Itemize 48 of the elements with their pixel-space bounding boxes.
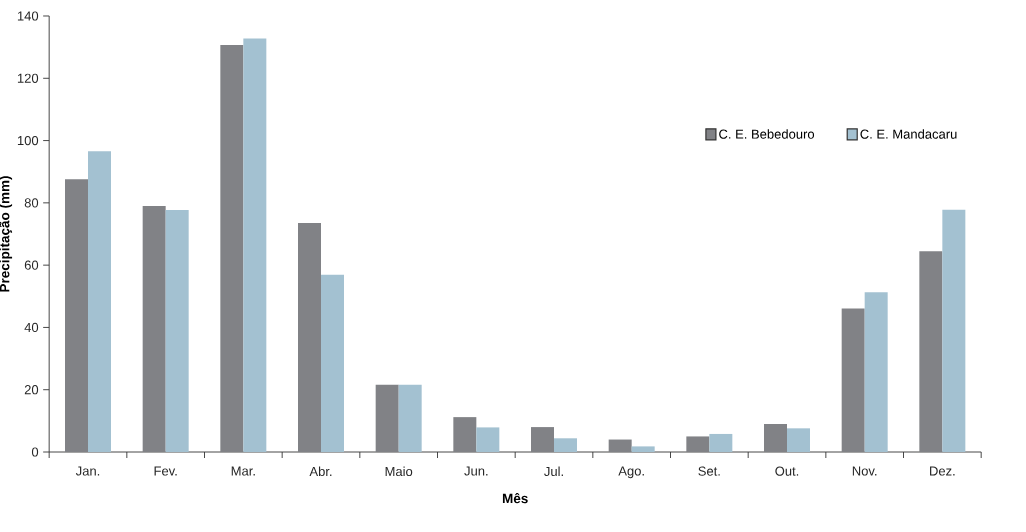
x-tick-label: Jun. bbox=[464, 466, 488, 476]
y-axis-title: Precipitação (mm) bbox=[0, 176, 13, 292]
y-tick-label: 80 bbox=[24, 198, 39, 208]
x-tick-label: Abr. bbox=[309, 466, 332, 477]
bar bbox=[65, 179, 88, 452]
x-tick-label: Jul. bbox=[544, 466, 563, 477]
y-tick-label: 140 bbox=[17, 11, 39, 21]
x-tick-label: Dez. bbox=[930, 466, 955, 476]
x-tick-label: Fev. bbox=[154, 466, 177, 476]
bar bbox=[220, 44, 244, 452]
bar bbox=[787, 428, 811, 452]
x-tick-label: Set. bbox=[698, 466, 720, 476]
x-axis-title: Mês bbox=[502, 493, 528, 504]
bar bbox=[298, 223, 321, 452]
bar bbox=[841, 308, 865, 452]
bar bbox=[453, 417, 477, 452]
bar bbox=[764, 423, 788, 452]
bar bbox=[608, 439, 632, 452]
x-tick-label: Jan. bbox=[75, 466, 100, 476]
x-tick-label: Maio bbox=[385, 466, 413, 477]
x-tick-label: Ago. bbox=[618, 466, 644, 479]
bar bbox=[398, 384, 422, 452]
x-tick-label: Mar. bbox=[231, 466, 255, 476]
bar bbox=[942, 209, 966, 452]
bar bbox=[709, 433, 733, 452]
y-tick-label: 40 bbox=[24, 322, 39, 333]
y-tick-label: 120 bbox=[17, 73, 39, 83]
bar bbox=[375, 384, 399, 452]
bar bbox=[631, 446, 655, 452]
bar bbox=[686, 436, 710, 452]
x-tick-label: Nov. bbox=[852, 466, 877, 476]
bar bbox=[321, 274, 344, 452]
legend-label: C. E. Bebedouro bbox=[719, 129, 815, 139]
y-tick-label: 100 bbox=[17, 135, 39, 146]
bar bbox=[554, 438, 578, 452]
bar bbox=[531, 427, 554, 452]
bar bbox=[919, 251, 943, 452]
x-tick-label: Out. bbox=[775, 466, 799, 476]
bar bbox=[476, 427, 500, 452]
bar bbox=[243, 38, 267, 452]
y-tick-label: 0 bbox=[31, 447, 39, 457]
y-tick-label: 60 bbox=[24, 260, 39, 270]
bar bbox=[864, 292, 888, 452]
bar bbox=[142, 205, 166, 452]
legend-label: C. E. Mandacaru bbox=[860, 129, 957, 139]
bar bbox=[88, 151, 111, 452]
y-tick-label: 20 bbox=[24, 385, 39, 395]
bar bbox=[165, 210, 189, 452]
